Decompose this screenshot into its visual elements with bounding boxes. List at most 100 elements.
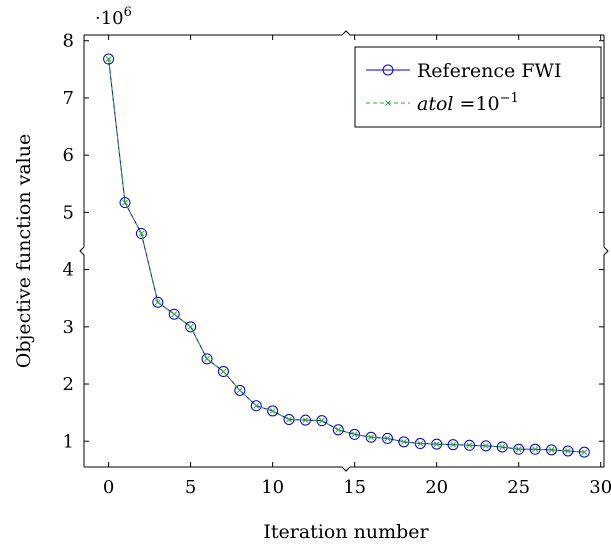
point-atol: [483, 442, 489, 449]
point-atol: [187, 323, 194, 330]
point-reference-fwi: [578, 446, 590, 458]
point-atol-stroke-b: [384, 435, 391, 442]
series-atol: [105, 56, 588, 455]
point-atol: [302, 417, 309, 423]
point-atol: [154, 299, 161, 306]
point-atol-stroke-b: [401, 438, 407, 445]
legend-entry-atol: [366, 100, 410, 106]
x-tick-label: 10: [261, 477, 284, 498]
y-axis-title: Objective function value: [13, 134, 35, 368]
point-reference-fwi: [185, 321, 197, 333]
point-atol: [351, 431, 358, 438]
legend-box: [354, 46, 602, 128]
point-atol-stroke-b: [581, 449, 588, 455]
x-tick-label: 25: [507, 477, 530, 498]
point-atol-stroke-b: [286, 416, 292, 423]
point-atol: [220, 368, 227, 375]
point-atol: [401, 438, 407, 445]
point-reference-fwi: [513, 443, 525, 455]
point-reference-fwi: [250, 400, 262, 412]
point-atol: [450, 441, 456, 448]
frame-left: [79, 35, 85, 467]
x-tick-label: 30: [589, 477, 611, 498]
y-tick-label: 1: [63, 431, 74, 452]
point-atol-stroke-b: [302, 417, 309, 423]
point-atol: [253, 402, 260, 409]
point-atol-stroke-b: [565, 448, 571, 454]
legend-label-atol: atol =10−1: [417, 91, 519, 115]
point-reference-fwi: [234, 384, 246, 396]
point-atol: [236, 387, 243, 394]
point-atol: [171, 311, 178, 318]
point-atol: [269, 408, 276, 414]
x-tick-label: 0: [103, 477, 114, 498]
frame-bottom: [84, 466, 604, 472]
point-atol-stroke-b: [220, 368, 227, 375]
point-reference-fwi: [152, 296, 164, 308]
point-atol-stroke-b: [368, 434, 374, 441]
point-atol: [433, 441, 440, 447]
point-atol-stroke-b: [171, 311, 178, 318]
point-atol: [532, 446, 538, 453]
x-axis-title: Iteration number: [263, 521, 429, 543]
point-atol-stroke-b: [253, 402, 260, 409]
x-tick-label: 5: [185, 477, 196, 498]
point-atol: [335, 426, 342, 433]
point-reference-fwi: [496, 441, 508, 453]
y-multiplier-base: ·10: [95, 8, 124, 29]
point-atol: [515, 446, 522, 453]
y-multiplier-exponent: 6: [124, 5, 132, 20]
point-atol: [122, 199, 128, 206]
point-atol-stroke-b: [236, 387, 243, 394]
plot-frame: [79, 30, 609, 472]
legend-atol-exponent: −1: [500, 91, 519, 106]
point-atol-stroke-b: [269, 408, 276, 414]
frame-right: [603, 35, 609, 467]
point-reference-fwi: [135, 228, 147, 240]
point-atol-stroke-b: [138, 230, 145, 237]
point-atol-stroke-b: [532, 446, 538, 453]
point-atol: [105, 56, 112, 62]
point-atol: [417, 440, 424, 447]
point-reference-fwi: [201, 353, 213, 365]
point-atol-stroke-b: [105, 56, 112, 62]
point-reference-fwi: [267, 405, 279, 417]
point-atol: [368, 434, 374, 441]
x-tick-label: 15: [343, 477, 366, 498]
y-tick-label: 6: [63, 145, 74, 166]
point-atol-stroke-b: [319, 417, 325, 424]
point-reference-fwi: [398, 436, 410, 448]
point-atol: [466, 442, 473, 449]
point-reference-fwi: [217, 365, 229, 377]
y-tick-label: 7: [63, 88, 74, 109]
point-reference-fwi: [119, 197, 131, 209]
point-atol: [384, 435, 391, 442]
point-atol-stroke-b: [548, 446, 555, 453]
point-atol-stroke-b: [187, 323, 194, 330]
legend-marker-reference-fwi: [382, 64, 394, 76]
point-reference-fwi: [103, 53, 115, 65]
point-atol: [581, 449, 588, 455]
point-reference-fwi: [168, 308, 180, 320]
series-layer: [103, 53, 590, 458]
y-tick-label: 8: [63, 31, 74, 52]
point-reference-fwi: [414, 438, 426, 450]
legend-marker-atol: [385, 100, 391, 106]
legend-label-reference-fwi: Reference FWI: [417, 60, 562, 82]
point-atol-stroke-b: [466, 442, 473, 449]
point-reference-fwi: [332, 424, 344, 436]
point-atol: [499, 444, 506, 450]
point-atol: [204, 356, 210, 362]
legend: Reference FWI atol =10−1: [354, 46, 602, 128]
point-atol-stroke-b: [483, 442, 489, 449]
point-atol-stroke-b: [122, 199, 128, 206]
y-tick-label: 4: [63, 260, 74, 281]
y-tick-label: 3: [63, 317, 74, 338]
legend-marker-atol-stroke-b: [385, 100, 391, 106]
legend-atol-prefix: atol: [417, 93, 453, 115]
point-atol: [286, 416, 292, 423]
point-atol-stroke-b: [204, 356, 210, 362]
point-atol-stroke-b: [433, 441, 440, 447]
point-atol: [548, 446, 555, 453]
